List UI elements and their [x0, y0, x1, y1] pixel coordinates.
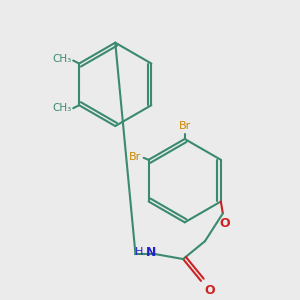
- Text: H: H: [135, 247, 144, 257]
- Text: CH₃: CH₃: [52, 54, 71, 64]
- Text: O: O: [204, 284, 214, 297]
- Text: Br: Br: [128, 152, 141, 162]
- Text: O: O: [220, 218, 230, 230]
- Text: Br: Br: [178, 121, 191, 131]
- Text: N: N: [146, 246, 157, 259]
- Text: CH₃: CH₃: [52, 103, 71, 113]
